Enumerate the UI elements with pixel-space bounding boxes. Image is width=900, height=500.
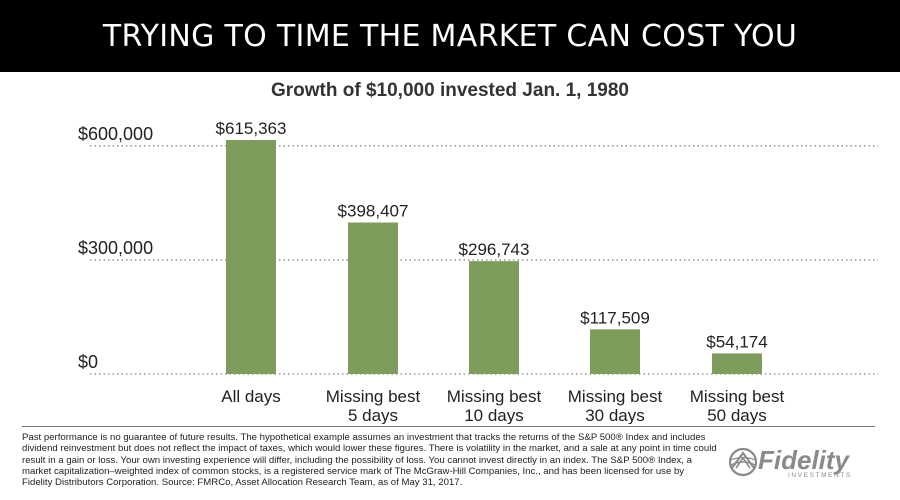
fidelity-globe-icon [728,447,758,477]
data-label: $117,509 [580,308,650,327]
bar [590,329,640,374]
x-tick-label: All days [221,387,281,406]
data-label: $296,743 [459,240,530,259]
x-tick-label: 30 days [585,406,645,424]
x-tick-label: 10 days [464,406,524,424]
bar [348,222,398,374]
page-banner: TRYING TO TIME THE MARKET CAN COST YOU [0,0,900,72]
bar [226,140,276,374]
page-title: TRYING TO TIME THE MARKET CAN COST YOU [102,18,798,54]
disclaimer-text: Past performance is no guarantee of futu… [22,432,717,489]
x-tick-label: 5 days [348,406,398,424]
bar [712,353,762,374]
fidelity-logo: Fidelity INVESTMENTS [728,445,878,481]
x-tick-label: 50 days [707,406,767,424]
y-tick-label: $0 [78,352,98,372]
x-tick-label: Missing best [690,387,785,406]
data-label: $615,363 [216,119,287,138]
x-tick-label: Missing best [568,387,663,406]
footer-divider [22,426,875,427]
logo-wordmark: Fidelity [758,445,850,475]
y-tick-label: $300,000 [78,238,153,258]
x-tick-label: Missing best [326,387,421,406]
data-label: $398,407 [338,202,409,221]
y-tick-label: $600,000 [78,124,153,144]
bar [469,261,519,374]
bar-chart: Growth of $10,000 invested Jan. 1, 1980 $… [78,80,878,424]
chart-title: Growth of $10,000 invested Jan. 1, 1980 [271,80,629,101]
data-label: $54,174 [706,332,767,351]
x-tick-label: Missing best [447,387,542,406]
logo-subtext: INVESTMENTS [788,472,852,479]
